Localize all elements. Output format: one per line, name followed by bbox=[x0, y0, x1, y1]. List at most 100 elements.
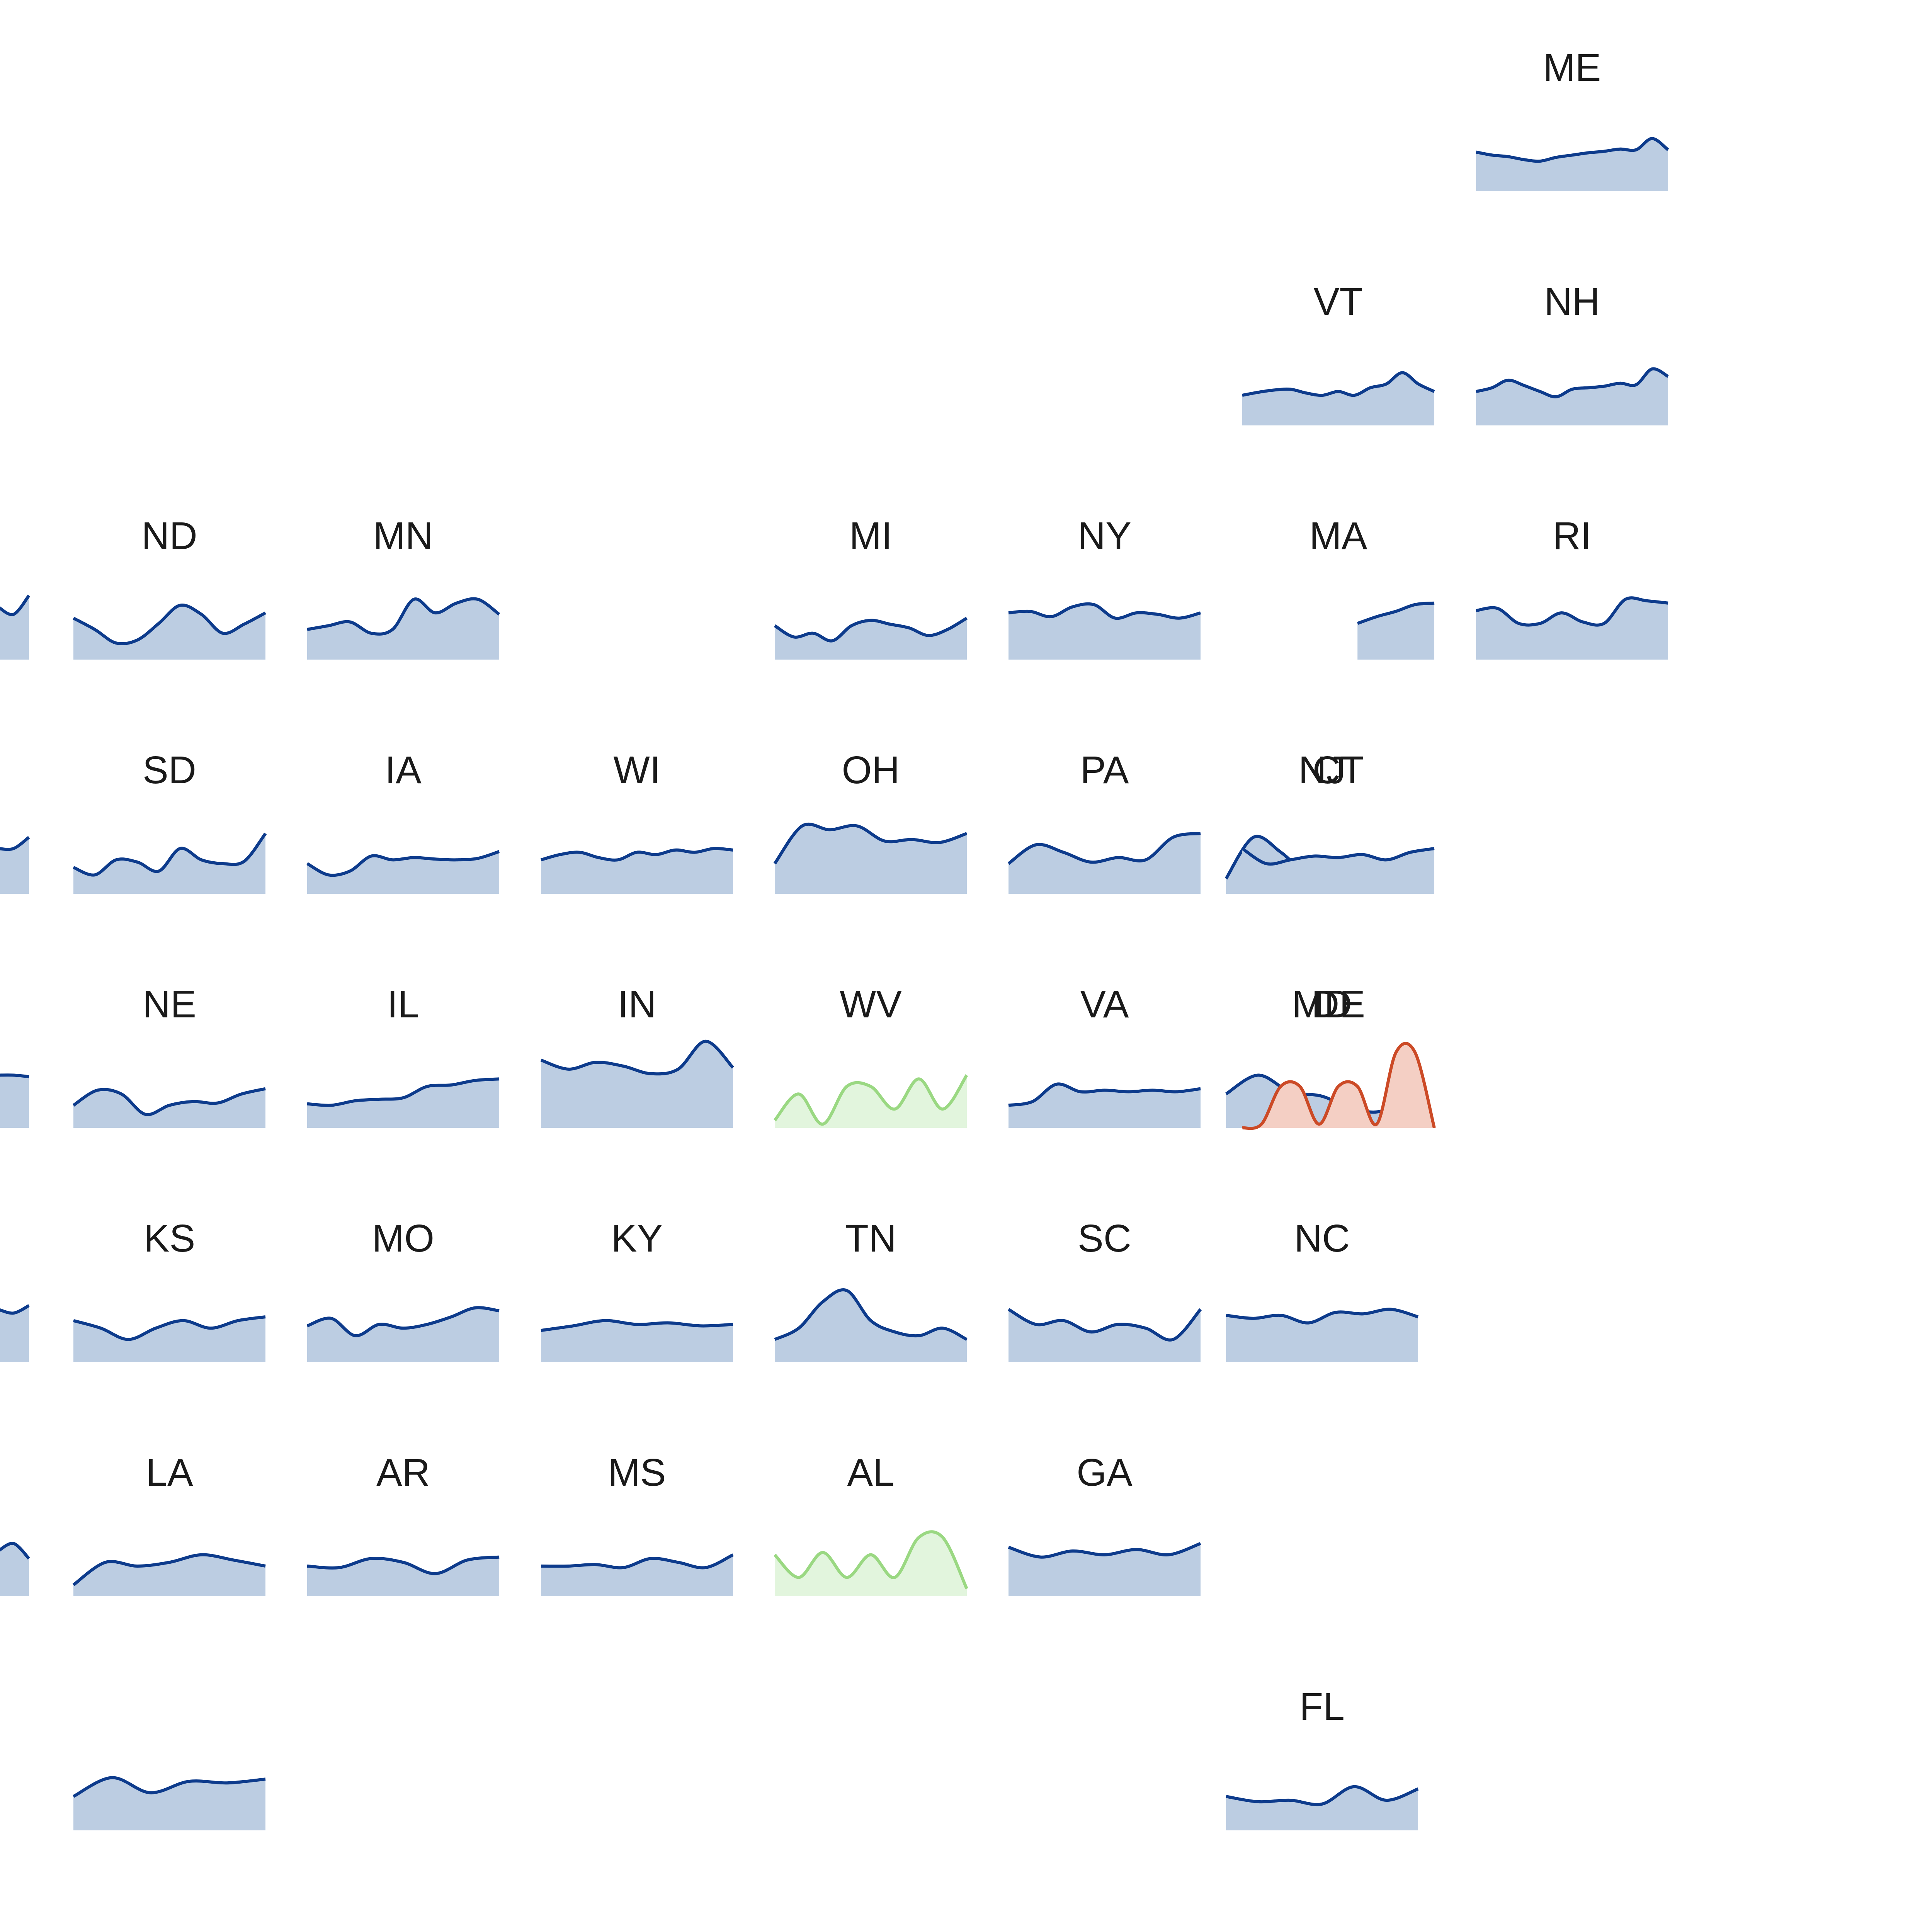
sparkline-area bbox=[0, 1543, 29, 1596]
sparkline-chart bbox=[72, 1553, 266, 1596]
sparkline-chart bbox=[773, 822, 968, 894]
sparkline-line bbox=[1357, 601, 1435, 625]
sparkline-line bbox=[73, 832, 267, 877]
sparkline-chart bbox=[774, 1288, 968, 1362]
state-label: MI bbox=[849, 514, 893, 558]
sparkline-chart bbox=[541, 1553, 734, 1596]
sparkline-area bbox=[307, 1557, 499, 1596]
state-tile-ct: CT bbox=[1241, 733, 1435, 973]
state-tile-wv: WV bbox=[773, 968, 968, 1207]
sparkline-area bbox=[73, 1777, 265, 1830]
sparkline-chart bbox=[1226, 1785, 1419, 1830]
state-tile-va: VA bbox=[1008, 968, 1201, 1207]
partial-tile bbox=[0, 1202, 30, 1441]
state-label: TN bbox=[845, 1217, 897, 1260]
sparkline-line bbox=[0, 836, 30, 851]
partial-tile bbox=[0, 968, 29, 1207]
sparkline-area bbox=[541, 1554, 733, 1596]
sparkline-area bbox=[1009, 1543, 1201, 1596]
sparkline-line bbox=[1476, 596, 1668, 627]
sparkline-line bbox=[1008, 1082, 1201, 1107]
state-tile-nh: NH bbox=[1476, 265, 1669, 505]
sparkline-chart bbox=[72, 1087, 266, 1128]
sparkline-area bbox=[307, 851, 499, 894]
state-tile-ar: AR bbox=[307, 1436, 500, 1675]
sparkline-chart bbox=[1242, 1042, 1436, 1130]
state-tile-ne: NE bbox=[72, 968, 266, 1207]
state-tile-fl: FL bbox=[1226, 1670, 1419, 1910]
state-label: VT bbox=[1313, 280, 1363, 323]
sparkline-area bbox=[1242, 372, 1434, 425]
sparkline-area bbox=[1476, 598, 1668, 660]
state-label: NC bbox=[1294, 1217, 1350, 1260]
state-tile-unlabeled bbox=[73, 1670, 266, 1910]
state-label: KS bbox=[143, 1217, 196, 1260]
state-label: GA bbox=[1077, 1451, 1133, 1494]
sparkline-chart bbox=[0, 836, 30, 894]
sparkline-area bbox=[0, 1075, 29, 1128]
sparkline-line bbox=[1008, 1542, 1201, 1559]
sparkline-area bbox=[1009, 604, 1201, 660]
state-label: SD bbox=[143, 748, 196, 792]
sparkline-chart bbox=[73, 604, 266, 660]
sparkline-area bbox=[307, 599, 499, 660]
state-label: WI bbox=[613, 748, 661, 792]
sparkline-line bbox=[307, 1077, 500, 1107]
state-tile-ga: GA bbox=[1008, 1436, 1201, 1675]
state-label: IL bbox=[387, 983, 420, 1026]
sparkline-area bbox=[775, 1532, 967, 1596]
state-tile-il: IL bbox=[307, 968, 500, 1207]
state-tile-nd: ND bbox=[73, 499, 266, 739]
sparkline-area bbox=[73, 1088, 265, 1128]
state-tile-ma: MA bbox=[1242, 499, 1435, 739]
sparkline-line bbox=[774, 617, 968, 643]
state-label: AL bbox=[847, 1451, 895, 1494]
state-label: ME bbox=[1543, 46, 1601, 89]
state-tile-mo: MO bbox=[306, 1202, 500, 1441]
state-label: KY bbox=[611, 1217, 663, 1260]
state-label: AR bbox=[376, 1451, 430, 1494]
sparkline-area bbox=[775, 1289, 967, 1362]
sparkline-line bbox=[1008, 602, 1201, 620]
sparkline-line bbox=[541, 1319, 733, 1332]
sparkline-area bbox=[307, 1079, 499, 1128]
state-tile-pa: PA bbox=[1007, 733, 1201, 973]
sparkline-chart bbox=[307, 597, 500, 660]
sparkline-chart bbox=[540, 847, 733, 894]
sparkline-area bbox=[0, 595, 29, 660]
sparkline-line bbox=[1476, 367, 1669, 398]
state-tile-la: LA bbox=[72, 1436, 266, 1675]
partial-tile bbox=[0, 1436, 30, 1675]
sparkline-area bbox=[541, 1041, 733, 1128]
sparkline-area bbox=[307, 1308, 499, 1362]
sparkline-line bbox=[541, 1553, 734, 1570]
sparkline-line bbox=[307, 597, 500, 636]
sparkline-chart bbox=[73, 1776, 266, 1830]
sparkline-line bbox=[540, 847, 733, 862]
sparkline-chart bbox=[1476, 367, 1669, 425]
sparkline-line bbox=[73, 1776, 266, 1798]
partial-tile bbox=[0, 733, 30, 973]
state-label: VA bbox=[1080, 983, 1129, 1026]
sparkline-line bbox=[0, 1073, 29, 1078]
sparkline-line bbox=[72, 1553, 266, 1587]
sparkline-line bbox=[0, 1542, 30, 1560]
sparkline-area bbox=[775, 1075, 967, 1128]
sparkline-chart bbox=[307, 1077, 500, 1128]
sparkline-area bbox=[73, 1554, 265, 1596]
state-label: NJ bbox=[1298, 748, 1346, 792]
sparkline-area bbox=[775, 618, 967, 660]
sparkline-chart bbox=[0, 1073, 29, 1128]
state-tile-nc: NC bbox=[1226, 1202, 1419, 1441]
sparkline-line bbox=[774, 1530, 968, 1590]
state-label: IN bbox=[617, 983, 656, 1026]
sparkline-chart bbox=[541, 1319, 733, 1362]
sparkline-line bbox=[1242, 1042, 1436, 1130]
sparkline-area bbox=[1226, 1786, 1418, 1830]
sparkline-area bbox=[1476, 138, 1668, 191]
sparkline-chart bbox=[1008, 1542, 1201, 1596]
sparkline-line bbox=[307, 1555, 500, 1575]
sparkline-chart bbox=[1007, 1308, 1202, 1362]
state-label: ND bbox=[141, 514, 197, 558]
